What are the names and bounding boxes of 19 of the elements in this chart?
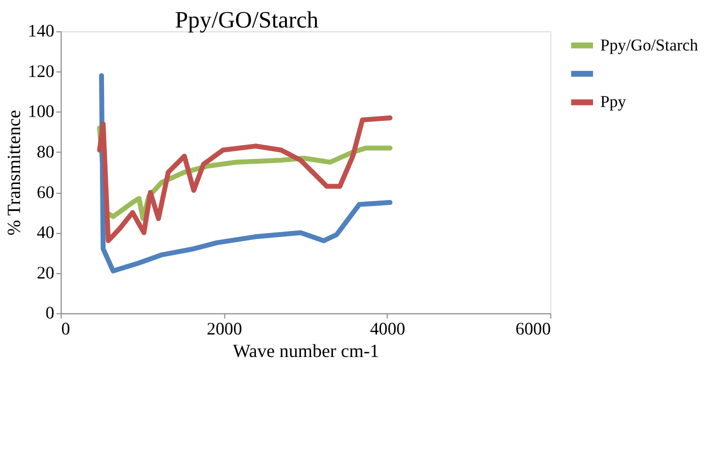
x-tick-label: 2000: [206, 318, 242, 338]
x-tick-label: 6000: [516, 318, 551, 338]
y-tick-label: 20: [36, 262, 55, 282]
y-tick-label: 140: [28, 20, 55, 41]
y-tick-label: 120: [28, 60, 55, 81]
y-tick-label: 0: [46, 302, 55, 323]
x-tick-label: 0: [61, 318, 70, 338]
legend-label: Ppy/Go/Starch: [600, 35, 699, 54]
line-series: [97, 115, 392, 244]
x-tick-label: 4000: [370, 318, 406, 338]
y-tick-label: 60: [36, 182, 55, 202]
legend-label: Ppy: [600, 92, 627, 112]
y-axis-title: % Transmittence: [4, 110, 26, 236]
x-axis-title: Wave number cm-1: [232, 340, 380, 362]
line-series: [99, 73, 392, 274]
y-tick-label: 100: [28, 101, 55, 122]
y-tick-label: 80: [36, 142, 55, 162]
y-tick-label: 40: [36, 222, 55, 242]
chart-title: Ppy/GO/Starch: [174, 7, 319, 34]
